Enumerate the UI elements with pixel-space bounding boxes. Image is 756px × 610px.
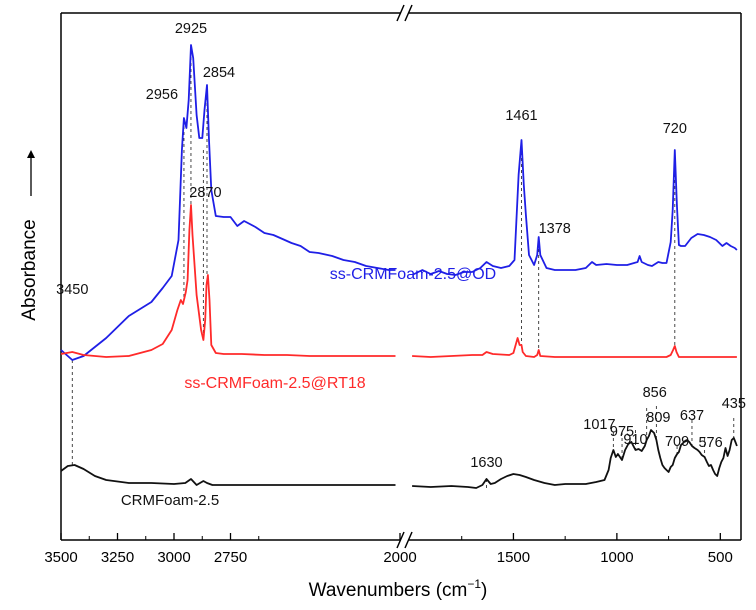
x-tick-label-3000: 3000 — [157, 549, 190, 566]
x-tick-label-3250: 3250 — [101, 549, 134, 566]
peak-label-435: 435 — [722, 396, 746, 412]
trace-ss-crmfoam-2-5-od-seg2 — [411, 139, 738, 276]
x-tick-label-1500: 1500 — [497, 549, 530, 566]
trace-crmfoam-2-5-seg1 — [60, 464, 396, 486]
peak-label-576: 576 — [698, 435, 722, 451]
peak-label-1461: 1461 — [505, 108, 537, 124]
x-tick-label-1000: 1000 — [600, 549, 633, 566]
break-gap-top — [401, 5, 409, 21]
break-mark-3 — [396, 4, 405, 22]
peak-label-637: 637 — [680, 408, 704, 424]
x-tick-label-2750: 2750 — [214, 549, 247, 566]
y-axis-arrow — [27, 150, 35, 196]
spectra-traces — [60, 44, 738, 489]
peak-label-720: 720 — [663, 121, 687, 137]
series-label-od: ss-CRMFoam-2.5@OD — [330, 266, 496, 283]
reference-lines — [71, 45, 735, 488]
peak-label-1017: 1017 — [583, 417, 615, 433]
x-tick-label-3500: 3500 — [44, 549, 77, 566]
break-mark-2 — [404, 531, 413, 549]
peak-labels: 2956292528542870146113787203450163010179… — [56, 21, 746, 471]
trace-ss-crmfoam-2-5-rt18-seg1 — [60, 204, 396, 358]
peak-label-2854: 2854 — [203, 65, 235, 81]
peak-label-1378: 1378 — [539, 221, 571, 237]
break-mark-4 — [404, 4, 413, 22]
x-axis-label: Wavenumbers (cm−1) — [309, 577, 488, 601]
trace-crmfoam-2-5-seg2 — [412, 429, 738, 489]
peak-label-709: 709 — [665, 434, 689, 450]
peak-label-2870: 2870 — [189, 185, 221, 201]
series-label-crm: CRMFoam-2.5 — [121, 492, 219, 509]
trace-ss-crmfoam-2-5-rt18-seg2 — [412, 337, 737, 358]
peak-label-2956: 2956 — [146, 87, 178, 103]
series-label-rt18: ss-CRMFoam-2.5@RT18 — [184, 375, 365, 392]
x-tick-label-500: 500 — [708, 549, 733, 566]
peak-label-1630: 1630 — [470, 455, 502, 471]
peak-label-3450: 3450 — [56, 282, 88, 298]
x-axis-label-main: Wavenumbers (cm — [309, 580, 468, 601]
peak-label-809: 809 — [646, 410, 670, 426]
x-axis-label-tail: ) — [481, 580, 487, 601]
x-ticks: 3500 3250 3000 2750 2000 1500 1000 500 — [44, 533, 733, 566]
break-gap-bottom — [401, 532, 409, 548]
peak-label-910: 910 — [623, 432, 647, 448]
y-arrow-head — [27, 150, 35, 158]
trace-ss-crmfoam-2-5-od-seg1 — [60, 44, 396, 361]
y-axis-title: Absorbance — [19, 219, 40, 320]
x-tick-label-2000: 2000 — [383, 549, 416, 566]
peak-label-2925: 2925 — [175, 21, 207, 37]
y-axis-label: Absorbance — [19, 219, 40, 320]
peak-label-975: 975 — [610, 424, 634, 440]
x-axis-label-sup: −1 — [467, 577, 481, 591]
peak-label-856: 856 — [643, 385, 667, 401]
